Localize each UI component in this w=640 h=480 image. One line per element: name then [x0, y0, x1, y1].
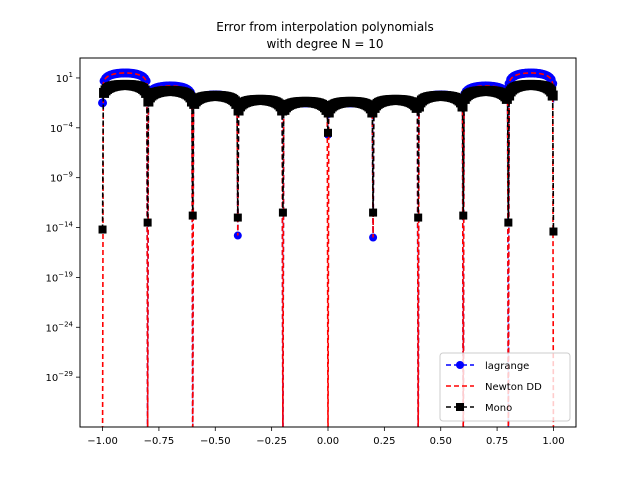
- x-tick-label: 0.00: [317, 436, 339, 447]
- y-tick-label: 10−9: [50, 171, 73, 185]
- y-tick-label: 10−29: [45, 370, 73, 384]
- x-tick-label: −0.25: [256, 436, 287, 447]
- series-line: [101, 84, 555, 232]
- chart-title: Error from interpolation polynomials: [216, 20, 434, 34]
- y-tick-label: 101: [56, 71, 73, 85]
- y-tick-label: 10−14: [45, 221, 73, 235]
- node-point: [233, 213, 242, 222]
- legend-label-lagrange: lagrange: [485, 361, 529, 372]
- legend-entry-newton: Newton DD: [446, 382, 542, 393]
- x-tick-label: −0.50: [200, 436, 231, 447]
- node-point: [278, 208, 287, 217]
- legend: lagrange Newton DD Mono: [439, 352, 571, 422]
- x-axis: −1.00 −0.75 −0.50 −0.25 0.00 0.25 0.50 0.75 1.00: [87, 427, 565, 447]
- node-point: [414, 213, 423, 222]
- plot-area: [98, 68, 558, 427]
- x-tick-label: 1.00: [542, 436, 564, 447]
- legend-entry-mono: Mono: [446, 403, 512, 414]
- y-tick-label: 10−4: [50, 121, 74, 135]
- x-tick-label: 0.25: [373, 436, 395, 447]
- data-point: [457, 101, 468, 112]
- legend-marker-lagrange: [456, 361, 464, 369]
- x-tick-label: 0.75: [486, 436, 508, 447]
- x-tick-label: −0.75: [144, 436, 175, 447]
- node-point: [143, 218, 152, 227]
- chart-subtitle: with degree N = 10: [266, 37, 383, 51]
- legend-label-mono: Mono: [485, 403, 512, 414]
- y-axis: 101 10−4 10−9 10−14 10−19 10−24 10−29: [45, 71, 80, 384]
- series-mono: [98, 79, 558, 236]
- node-point: [369, 233, 378, 242]
- y-tick-label: 10−19: [45, 270, 73, 284]
- node-point: [324, 128, 332, 137]
- node-point: [98, 225, 107, 234]
- node-point: [549, 227, 558, 236]
- legend-box: [439, 352, 571, 422]
- x-tick-label: −1.00: [87, 436, 118, 447]
- node-point: [369, 208, 378, 217]
- legend-label-newton: Newton DD: [485, 382, 542, 393]
- y-tick-label: 10−24: [45, 320, 73, 334]
- x-tick-label: 0.50: [430, 436, 452, 447]
- node-point: [459, 211, 468, 220]
- legend-entry-lagrange: lagrange: [446, 361, 529, 372]
- node-point: [188, 211, 197, 220]
- legend-marker-mono: [456, 403, 464, 411]
- node-point: [504, 218, 513, 227]
